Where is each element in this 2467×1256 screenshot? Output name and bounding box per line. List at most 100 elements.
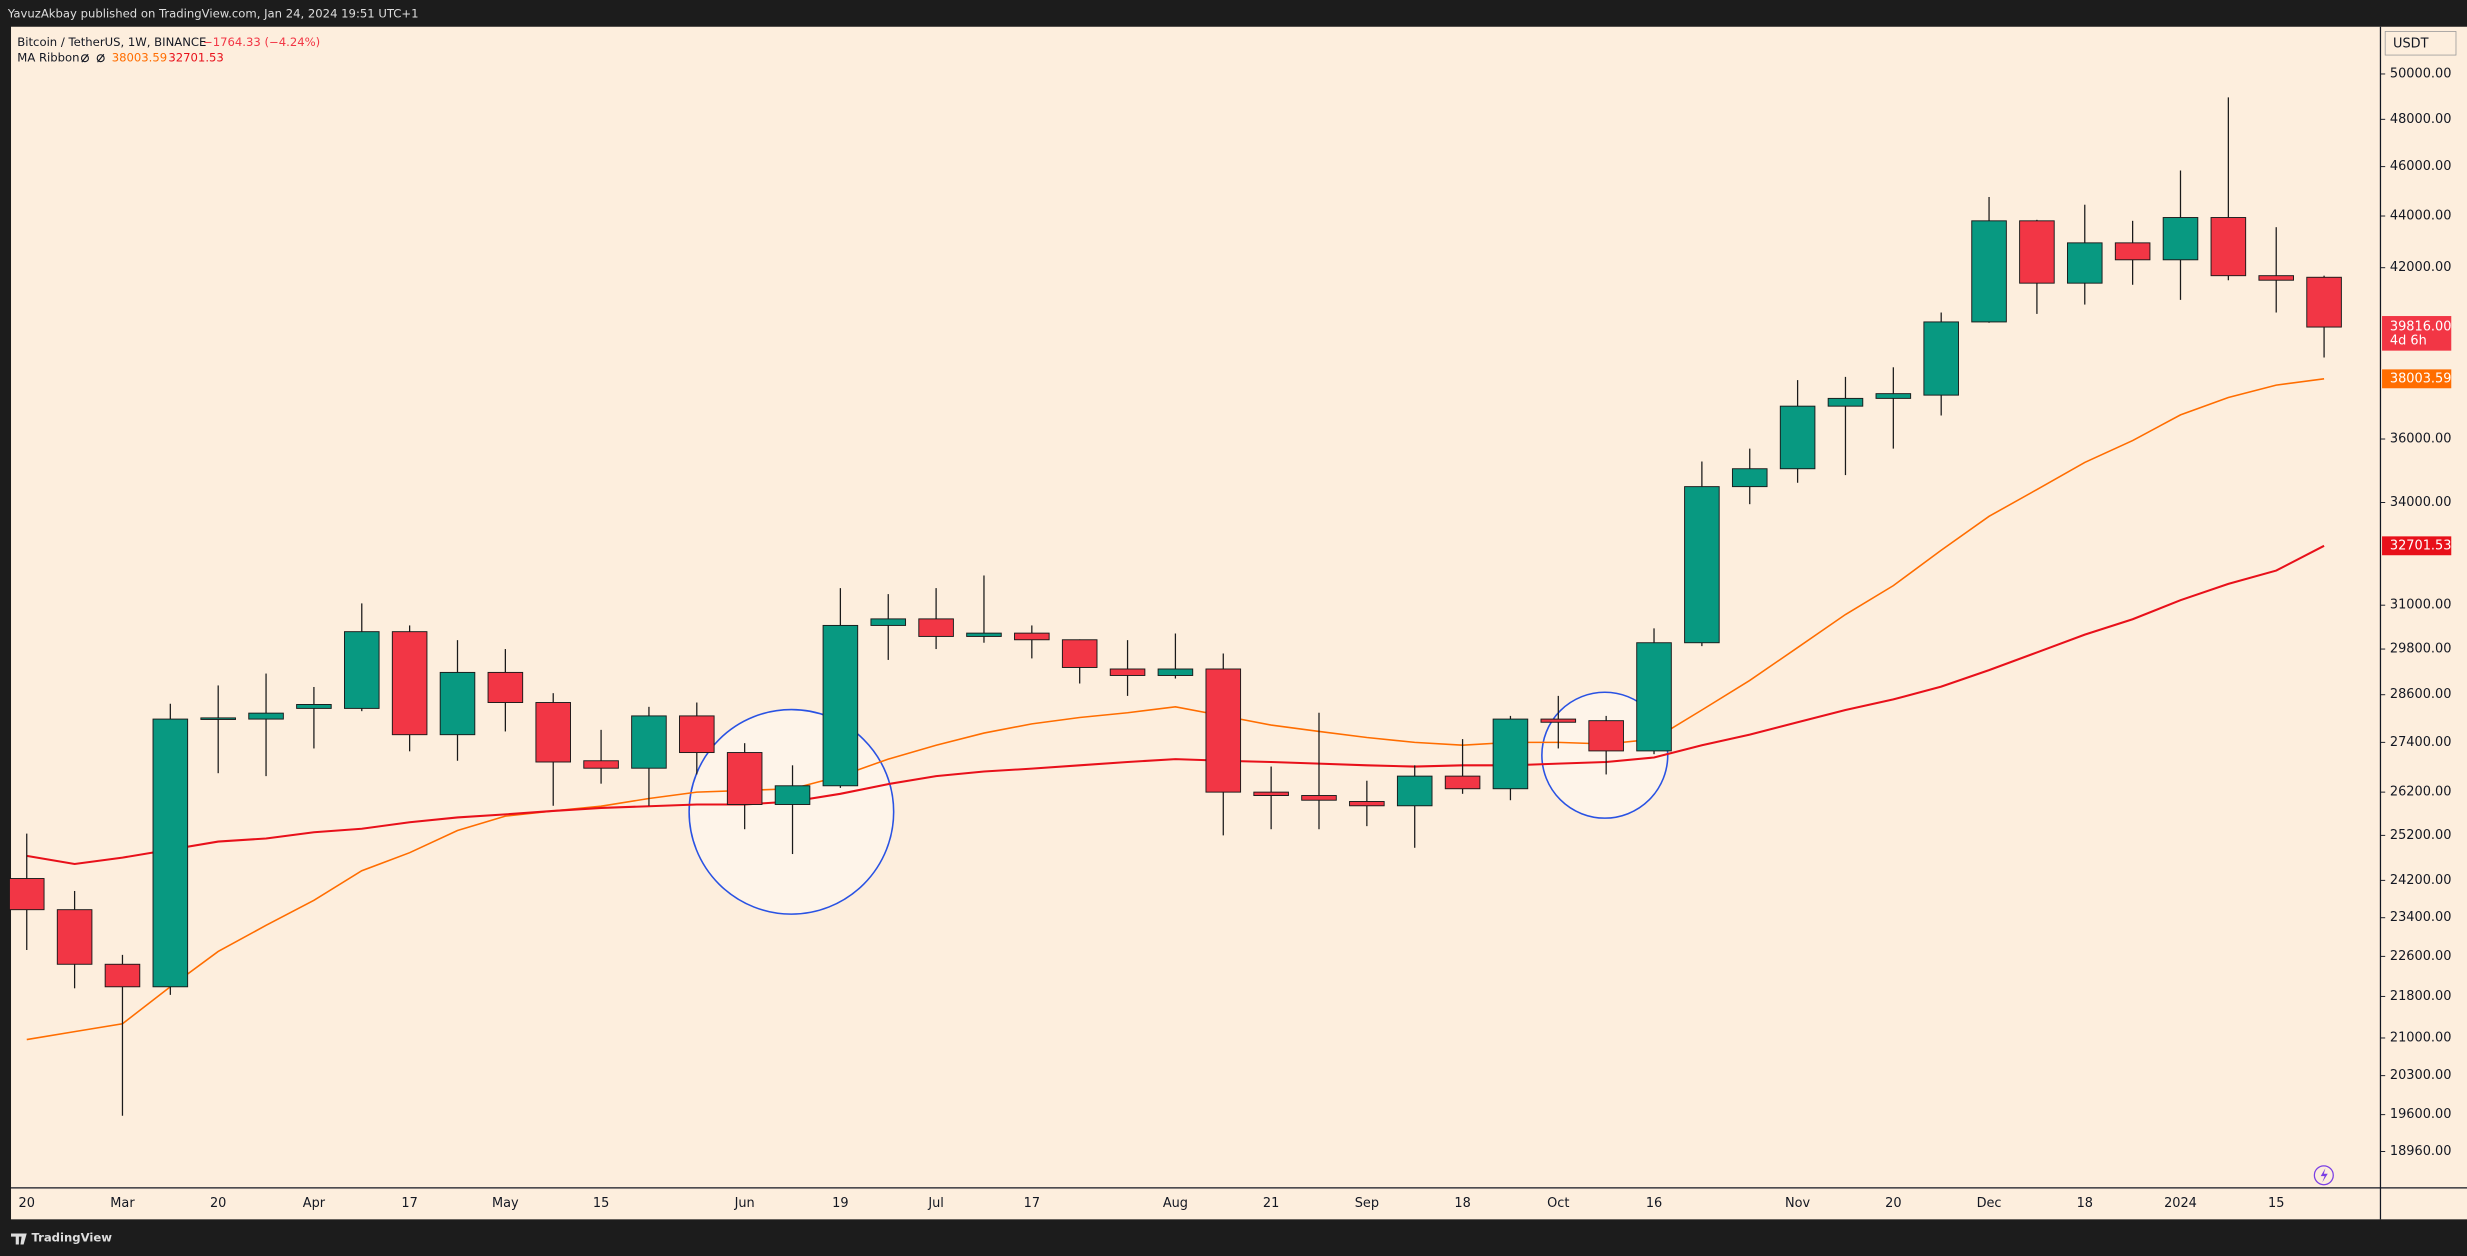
candle <box>966 575 1002 643</box>
candle <box>1971 196 2007 323</box>
y-tick-label: 29800.00 <box>2390 642 2452 657</box>
candle-body <box>343 631 380 709</box>
ma-value: 32701.53 <box>168 51 223 65</box>
x-tick-label: 18 <box>2077 1196 2093 1211</box>
candle <box>1923 312 1959 416</box>
candle-body <box>152 718 189 988</box>
x-tick-label: 19 <box>832 1196 848 1211</box>
candle-body <box>56 909 93 965</box>
x-tick-label: Apr <box>303 1196 326 1211</box>
change: −1764.33 (−4.24%) <box>203 35 320 49</box>
candle <box>2210 97 2247 281</box>
y-tick-label: 18960.00 <box>2390 1144 2452 1159</box>
indicator: MA Ribbon <box>17 51 79 65</box>
candle <box>583 729 619 784</box>
candle <box>2306 275 2342 358</box>
candle <box>104 954 141 1116</box>
candle-body <box>679 715 715 754</box>
publisher: YavuzAkbay published on TradingView.com,… <box>7 7 419 21</box>
x-tick-label: Oct <box>1547 1196 1569 1211</box>
y-tick-label: 44000.00 <box>2390 209 2452 224</box>
candle-body <box>8 878 45 911</box>
candle-body <box>1827 397 1864 407</box>
candle <box>391 625 428 752</box>
y-tick-label: 27400.00 <box>2390 735 2452 750</box>
candle-body <box>1971 220 2007 323</box>
indicator-icons <box>80 53 105 63</box>
candle <box>1253 766 1289 830</box>
candle-body <box>2306 276 2342 328</box>
x-tick-label: 15 <box>2268 1196 2284 1211</box>
candle-body <box>2162 217 2199 261</box>
candle-body <box>2019 220 2055 284</box>
candle <box>1492 715 1529 801</box>
candle-body <box>1540 718 1577 723</box>
y-tick-label: 22600.00 <box>2390 949 2452 964</box>
y-tick-label: 46000.00 <box>2390 159 2452 174</box>
candle <box>679 702 715 775</box>
candle-body <box>1396 775 1433 807</box>
candle-body <box>822 624 859 787</box>
candle <box>1109 640 1146 696</box>
x-tick-label: 15 <box>593 1196 609 1211</box>
x-tick-label: 18 <box>1454 1196 1470 1211</box>
currency-box <box>2384 31 2457 56</box>
candle <box>439 640 476 761</box>
candle <box>1349 780 1385 827</box>
candle <box>2114 220 2151 285</box>
candle <box>1827 376 1864 476</box>
y-tick-label: 23400.00 <box>2390 910 2452 925</box>
y-tick-label: 34000.00 <box>2390 495 2452 510</box>
candle <box>2019 219 2055 314</box>
candle-body <box>918 618 954 637</box>
plot-area <box>11 26 2381 1188</box>
replay-icon <box>2313 1165 2334 1186</box>
candle <box>1061 639 1098 684</box>
y-tick-label: 26200.00 <box>2390 785 2452 800</box>
candle <box>1444 739 1481 794</box>
x-tick-label: 2024 <box>2164 1196 2197 1211</box>
candle <box>200 685 236 774</box>
annotation-circle <box>688 708 895 915</box>
y-tick-label: 21000.00 <box>2390 1030 2452 1045</box>
candle <box>1588 715 1624 775</box>
ma-price-box <box>2382 369 2452 389</box>
candle <box>1540 695 1577 749</box>
last-price-box <box>2382 316 2452 351</box>
x-tick-label: May <box>492 1196 519 1211</box>
candle <box>2258 227 2294 313</box>
candle-body <box>631 715 667 769</box>
brand: TradingView <box>31 1231 112 1245</box>
price-axis <box>2380 26 2467 1220</box>
candle-body <box>391 631 428 736</box>
candle-body <box>104 963 141 988</box>
candle-body <box>1301 795 1337 801</box>
candle <box>152 703 189 995</box>
candle <box>726 743 763 830</box>
x-tick-label: 21 <box>1263 1196 1279 1211</box>
candle <box>1779 380 1816 483</box>
candle-body <box>2258 275 2294 281</box>
y-tick-label: 19600.00 <box>2390 1107 2452 1122</box>
candle-body <box>1061 639 1098 668</box>
currency: USDT <box>2393 37 2429 52</box>
candle-body <box>2114 242 2151 261</box>
candle-body <box>2210 217 2247 277</box>
candle <box>2066 204 2103 305</box>
candle <box>535 693 571 806</box>
x-tick-label: 20 <box>210 1196 226 1211</box>
y-tick-label: 48000.00 <box>2390 112 2452 127</box>
candle <box>822 588 859 788</box>
candle <box>631 706 667 806</box>
ma-price-label: 38003.59 <box>2390 371 2452 386</box>
candle <box>918 588 954 650</box>
x-tick-label: 20 <box>19 1196 35 1211</box>
ma-price-box <box>2382 536 2452 556</box>
candle <box>296 686 332 749</box>
x-tick-label: 20 <box>1885 1196 1901 1211</box>
candle-body <box>1636 642 1672 752</box>
candle-body <box>2066 242 2103 284</box>
candle <box>1205 653 1242 836</box>
moving-average <box>26 544 2325 865</box>
countdown: 4d 6h <box>2390 334 2427 349</box>
